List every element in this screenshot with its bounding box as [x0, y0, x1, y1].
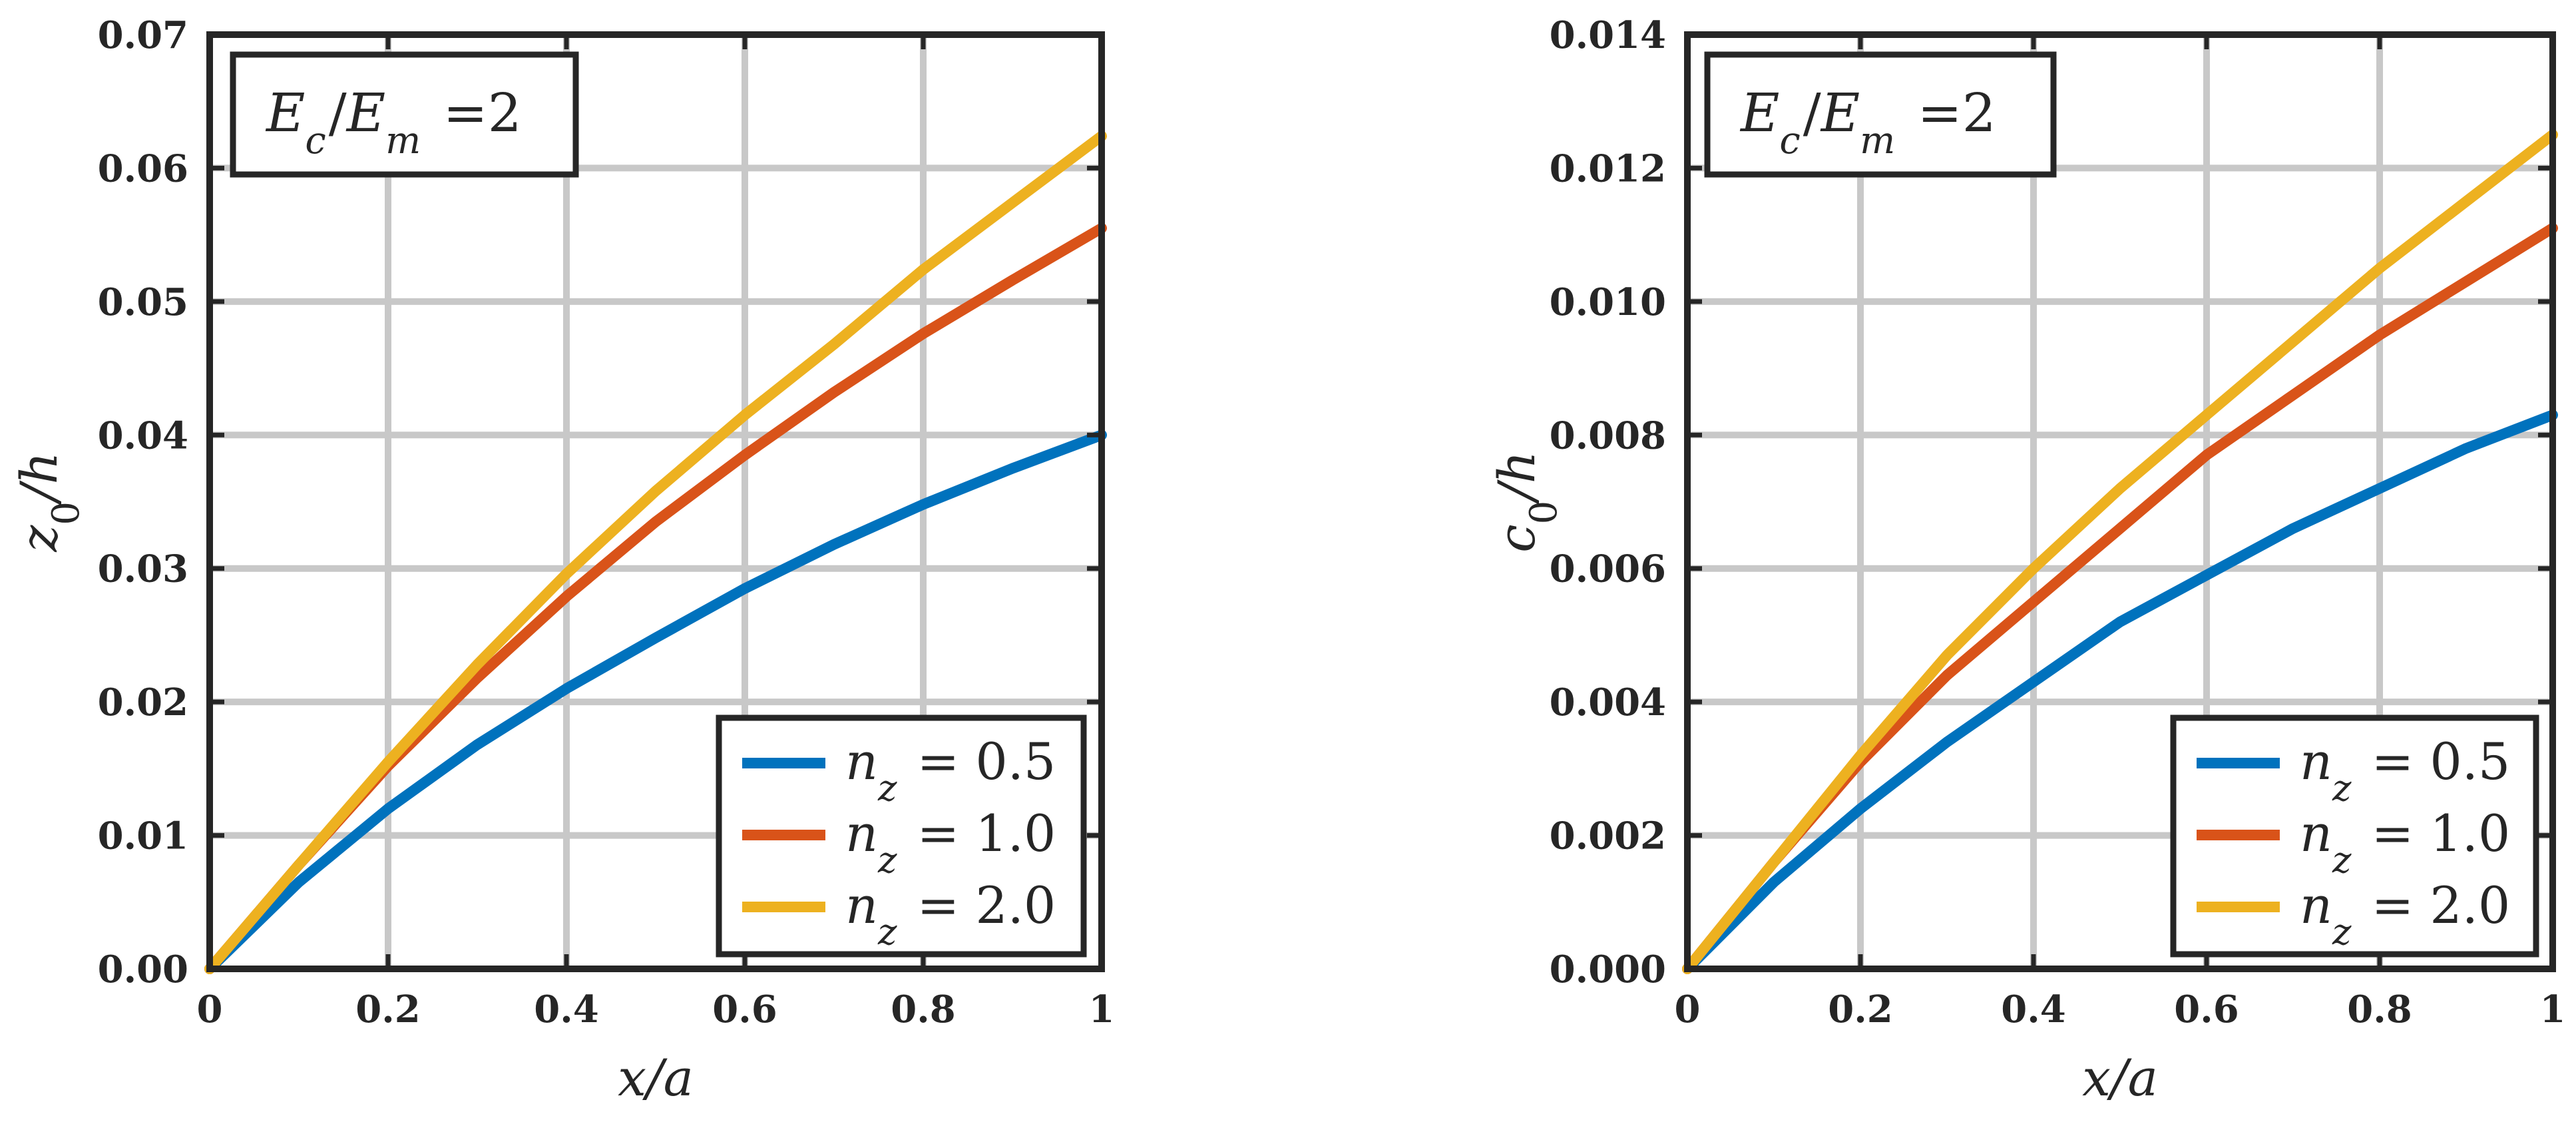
annotation-text: Ec/Em =2	[265, 82, 522, 162]
legend-label-1: nz = 0.5	[2300, 732, 2510, 809]
axes-box	[1684, 31, 2556, 972]
x-tick-label: 0.4	[534, 988, 598, 1031]
y-tick-label: 0.07	[98, 13, 188, 57]
x-tick-label: 0	[197, 988, 223, 1031]
y-axis-label: z0/h	[9, 451, 88, 552]
legend-label-1: nz = 0.5	[845, 732, 1056, 809]
chart-2: 0 0.2 0.4 0.6 0.8 1 0.000 0.002 0.004 0.006 0.008 0…	[1487, 13, 2565, 1107]
series-line-1	[1682, 410, 2558, 974]
series-line-3	[204, 131, 1107, 974]
legend-label-2: nz = 1.0	[2300, 804, 2510, 881]
series-line-1	[204, 429, 1107, 974]
y-tick-label: 0.01	[98, 814, 188, 858]
y-tick-label: 0.06	[98, 146, 188, 190]
legend-label-2: nz = 1.0	[845, 804, 1056, 881]
y-tick-label: 0.004	[1550, 681, 1666, 724]
y-axis-label: c0/h	[1487, 451, 1566, 553]
annotation-box	[1704, 51, 2057, 178]
y-tick-label: 0.00	[98, 948, 188, 991]
series-line-3	[1682, 129, 2558, 974]
x-tick-label: 1	[2540, 988, 2566, 1031]
x-tick-label: 0.6	[712, 988, 777, 1031]
x-axis-label: x/a	[618, 1048, 694, 1107]
x-tick-label: 0.4	[2001, 988, 2065, 1031]
x-tick-label: 1	[1089, 988, 1115, 1031]
y-tick-label: 0.02	[98, 681, 188, 724]
y-tick-label: 0.002	[1550, 814, 1666, 858]
chart-1: 0 0.2 0.4 0.6 0.8 1 0.00 0.01 0.02 0.03 0.04 0.05 0.…	[9, 13, 1114, 1107]
y-tick-label: 0.008	[1550, 414, 1666, 457]
x-tick-label: 0.2	[1828, 988, 1892, 1031]
annotation-text: Ec/Em =2	[1739, 82, 1996, 162]
x-tick-label: 0.2	[355, 988, 420, 1031]
axes-box	[206, 31, 1105, 972]
x-tick-label: 0.6	[2174, 988, 2239, 1031]
y-tick-label: 0.05	[98, 280, 188, 324]
x-tick-label: 0	[1675, 988, 1701, 1031]
grid	[210, 35, 1102, 969]
x-tick-label: 0.8	[891, 988, 955, 1031]
legend-label-3: nz = 2.0	[845, 876, 1056, 953]
x-tick-label: 0.8	[2347, 988, 2412, 1031]
y-tick-label: 0.010	[1550, 280, 1666, 324]
y-tick-label: 0.012	[1550, 146, 1666, 190]
y-tick-label: 0.000	[1550, 948, 1666, 991]
y-tick-label: 0.04	[98, 414, 188, 457]
legend-label-3: nz = 2.0	[2300, 876, 2510, 953]
y-tick-label: 0.014	[1550, 13, 1666, 57]
y-tick-label: 0.03	[98, 547, 188, 591]
x-axis-label: x/a	[2082, 1048, 2158, 1107]
annotation-box	[230, 51, 579, 178]
y-tick-label: 0.006	[1550, 547, 1666, 591]
